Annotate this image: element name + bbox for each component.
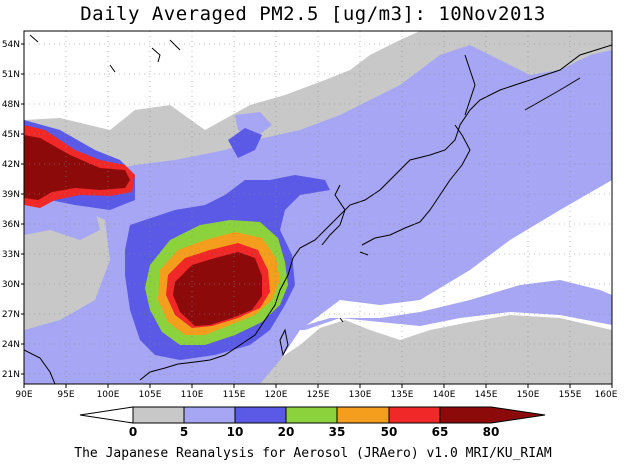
lon-tick: 105E <box>139 390 162 400</box>
lon-tick: 145E <box>475 390 498 400</box>
lat-tick: 27N <box>2 310 20 320</box>
lon-tick: 130E <box>349 390 372 400</box>
lat-tick: 54N <box>2 40 20 50</box>
lon-tick: 110E <box>181 390 204 400</box>
colorbar-swatch-7 <box>439 406 546 424</box>
lat-tick: 33N <box>2 250 20 260</box>
lat-tick: 36N <box>2 220 20 230</box>
lat-tick: 21N <box>2 370 20 380</box>
colorbar-label: 50 <box>381 425 398 439</box>
colorbar-swatch-3 <box>234 406 287 424</box>
map-title: Daily Averaged PM2.5 [ug/m3]: 10Nov2013 <box>80 3 546 25</box>
colorbar-label: 65 <box>432 425 449 439</box>
lon-tick: 115E <box>223 390 246 400</box>
colorbar-swatch-5 <box>336 406 390 424</box>
colorbar-label: 10 <box>227 425 244 439</box>
colorbar-label: 5 <box>180 425 188 439</box>
lon-tick: 140E <box>433 390 456 400</box>
axis-ticks <box>21 43 613 388</box>
lon-tick: 150E <box>517 390 540 400</box>
lat-tick: 45N <box>2 130 20 140</box>
map-plot-area <box>24 31 612 384</box>
colorbar-swatch-1 <box>132 406 185 424</box>
lon-tick: 95E <box>57 390 74 400</box>
colorbar-swatch-6 <box>388 406 441 424</box>
lat-tick: 39N <box>2 190 20 200</box>
lon-tick: 100E <box>97 390 120 400</box>
footer-credit: The Japanese Reanalysis for Aerosol (JRA… <box>74 446 552 461</box>
lon-tick: 160E <box>595 390 618 400</box>
coastlines <box>24 34 612 384</box>
lat-tick: 42N <box>2 160 20 170</box>
lon-tick: 90E <box>15 390 32 400</box>
lon-tick: 135E <box>391 390 414 400</box>
colorbar <box>79 406 546 424</box>
colorbar-swatch-2 <box>183 406 236 424</box>
lon-tick: 155E <box>559 390 582 400</box>
lat-tick: 24N <box>2 340 20 350</box>
lon-tick-labels: 90E 95E 100E 105E 110E 115E 120E 125E 13… <box>15 390 617 400</box>
colorbar-label: 35 <box>329 425 346 439</box>
colorbar-label: 20 <box>278 425 295 439</box>
colorbar-swatch-4 <box>285 406 338 424</box>
colorbar-swatch-0 <box>79 406 134 424</box>
colorbar-label: 0 <box>129 425 137 439</box>
lat-tick: 51N <box>2 70 20 80</box>
lon-tick: 120E <box>265 390 288 400</box>
lat-tick: 48N <box>2 100 20 110</box>
lat-tick: 30N <box>2 280 20 290</box>
pm25-band-above-80 <box>24 135 262 326</box>
lat-tick-labels: 21N 24N 27N 30N 33N 36N 39N 42N 45N 48N … <box>2 40 20 380</box>
colorbar-label: 80 <box>483 425 500 439</box>
lon-tick: 125E <box>307 390 330 400</box>
colorbar-labels: 0 5 10 20 35 50 65 80 <box>129 425 500 439</box>
